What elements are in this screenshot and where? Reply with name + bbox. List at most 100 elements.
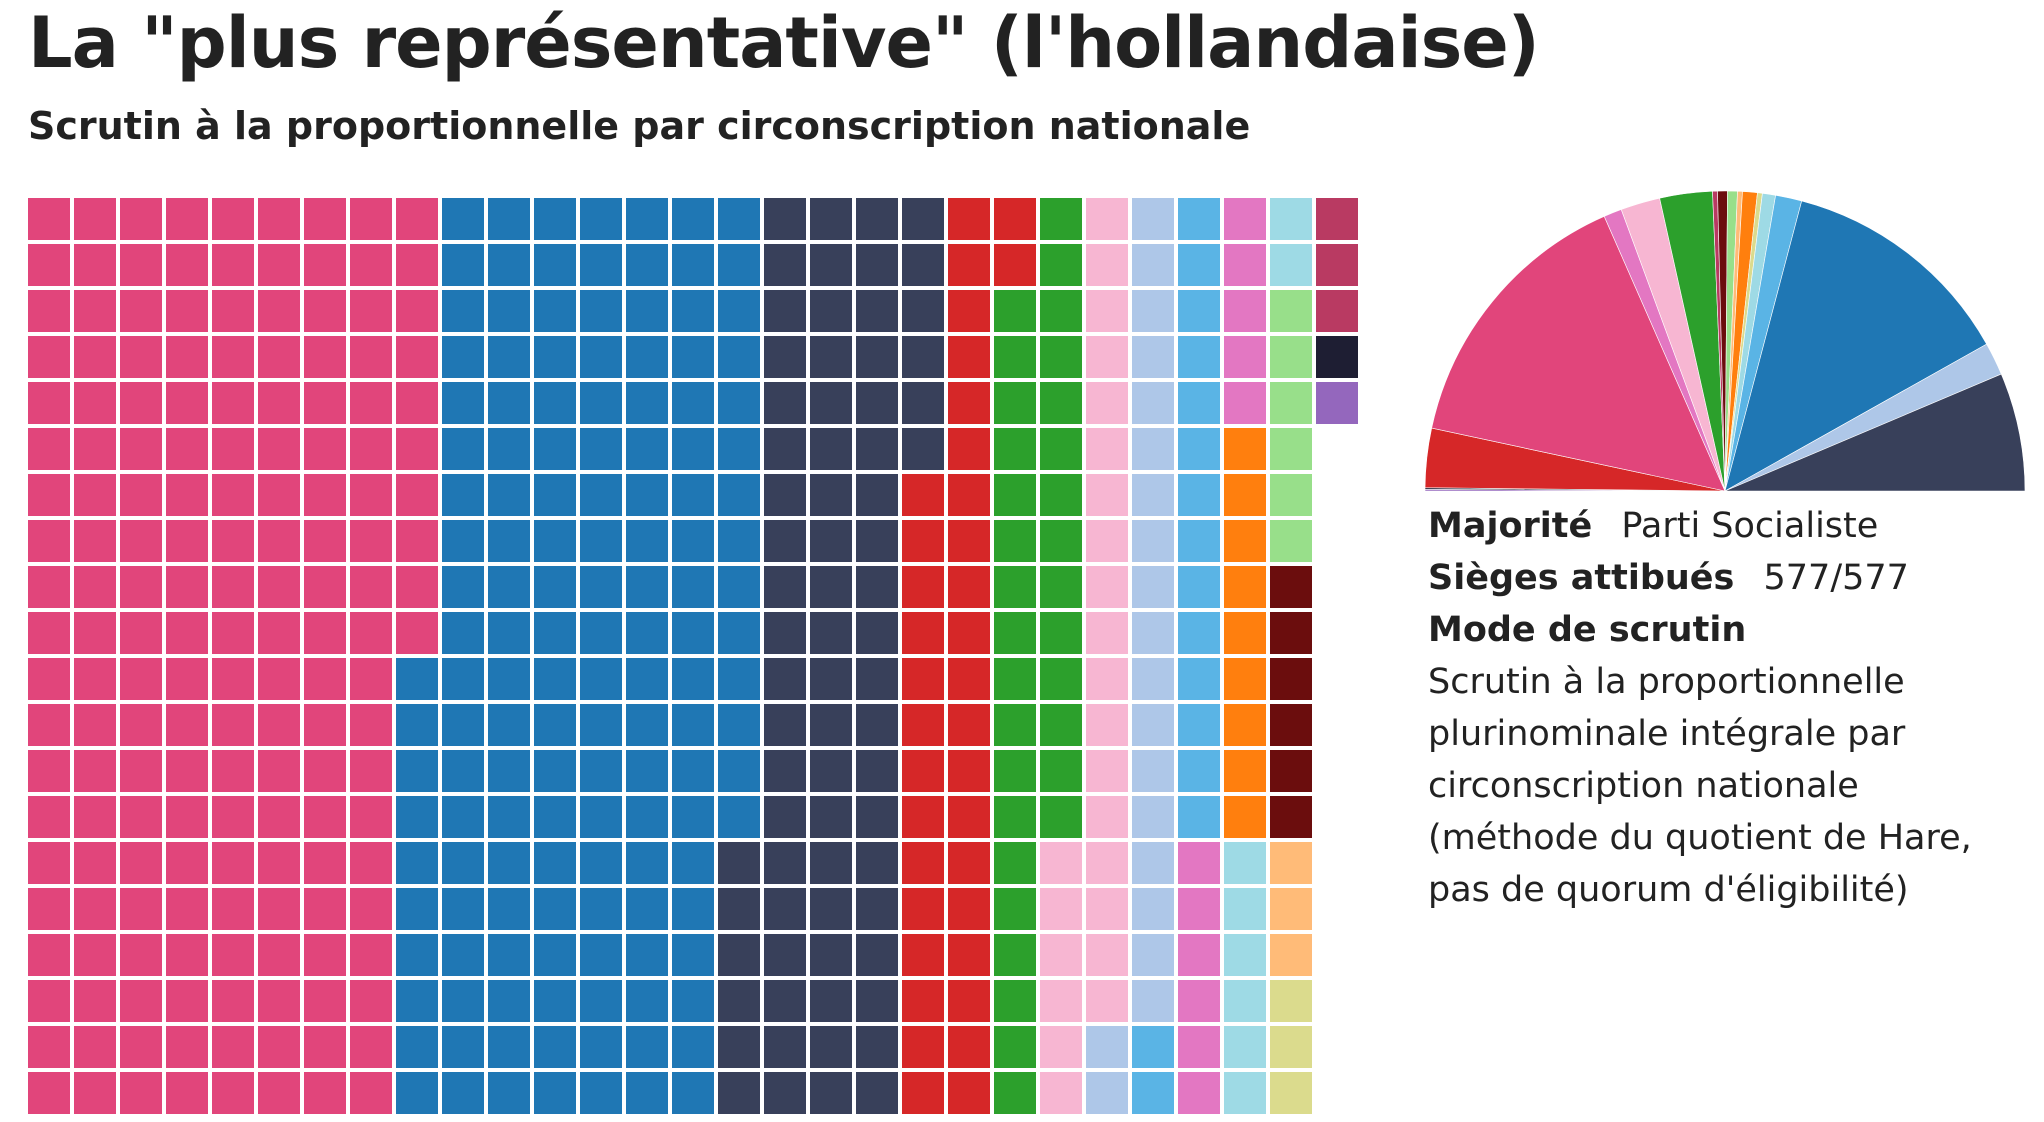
- seat-cell-group-1: [672, 1026, 714, 1068]
- seat-cell-group-0: [28, 612, 70, 654]
- seat-cell-group-1: [488, 1026, 530, 1068]
- seat-cell-group-1: [672, 566, 714, 608]
- seat-cell-group-1: [442, 290, 484, 332]
- seat-cell-group-1: [488, 750, 530, 792]
- seat-cell-group-0: [74, 244, 116, 286]
- seat-cell-group-0: [350, 1026, 392, 1068]
- seat-cell-group-0: [74, 934, 116, 976]
- seat-cell-group-3: [902, 704, 944, 746]
- seat-cell-group-8: [1178, 980, 1220, 1022]
- seat-cell-group-8: [1224, 336, 1266, 378]
- seat-cell-group-1: [672, 290, 714, 332]
- seat-cell-group-2: [764, 1026, 806, 1068]
- seat-cell-group-6: [1132, 796, 1174, 838]
- seat-cell-group-0: [212, 244, 254, 286]
- seat-cell-group-0: [74, 566, 116, 608]
- seat-cell-group-12: [1270, 658, 1312, 700]
- seat-cell-group-0: [212, 1072, 254, 1114]
- seat-cell-group-8: [1178, 1072, 1220, 1114]
- seat-cell-group-1: [718, 474, 760, 516]
- seat-cell-group-2: [810, 474, 852, 516]
- seat-cell-group-2: [810, 612, 852, 654]
- seat-cell-group-0: [74, 198, 116, 240]
- seat-cell-group-1: [534, 980, 576, 1022]
- seat-cell-group-10: [1224, 980, 1266, 1022]
- seat-cell-group-7: [1178, 198, 1220, 240]
- seat-cell-group-2: [810, 1072, 852, 1114]
- seat-cell-group-9: [1224, 474, 1266, 516]
- seat-cell-group-0: [120, 520, 162, 562]
- seat-cell-group-0: [120, 980, 162, 1022]
- seat-cell-group-0: [212, 750, 254, 792]
- seat-cell-group-5: [1086, 842, 1128, 884]
- seat-cell-group-1: [718, 658, 760, 700]
- seat-cell-group-2: [810, 520, 852, 562]
- seat-cell-group-0: [74, 888, 116, 930]
- seat-cell-group-2: [810, 888, 852, 930]
- seat-cell-group-2: [856, 1026, 898, 1068]
- seat-cell-group-2: [856, 198, 898, 240]
- seat-cell-group-4: [1040, 382, 1082, 424]
- seat-cell-group-0: [28, 980, 70, 1022]
- seat-cell-group-0: [166, 658, 208, 700]
- seat-cell-group-0: [304, 980, 346, 1022]
- seat-cell-group-12: [1270, 566, 1312, 608]
- seat-cell-group-1: [626, 796, 668, 838]
- seat-cell-group-1: [488, 842, 530, 884]
- seat-cell-group-2: [764, 428, 806, 470]
- seat-cell-group-6: [1132, 842, 1174, 884]
- seat-cell-group-0: [212, 612, 254, 654]
- seat-cell-group-0: [74, 520, 116, 562]
- seat-cell-group-0: [120, 1026, 162, 1068]
- seat-cell-group-1: [626, 1072, 668, 1114]
- seat-cell-group-1: [580, 658, 622, 700]
- seat-cell-group-0: [28, 244, 70, 286]
- seat-cell-group-3: [948, 750, 990, 792]
- hemicycle-slice-group-1: [1724, 200, 1988, 492]
- seat-cell-group-1: [718, 244, 760, 286]
- seat-cell-group-2: [718, 1026, 760, 1068]
- seat-cell-group-1: [580, 566, 622, 608]
- seat-cell-group-2: [718, 842, 760, 884]
- seat-cell-group-0: [28, 566, 70, 608]
- seat-cell-group-2: [810, 1026, 852, 1068]
- seat-cell-group-3: [948, 612, 990, 654]
- seat-cell-group-1: [626, 704, 668, 746]
- seat-cell-group-1: [580, 842, 622, 884]
- seat-cell-group-0: [258, 934, 300, 976]
- seat-cell-group-5: [1040, 980, 1082, 1022]
- seat-cell-group-3: [948, 566, 990, 608]
- seat-cell-group-1: [534, 888, 576, 930]
- seat-cell-group-1: [534, 658, 576, 700]
- seat-cell-group-1: [442, 704, 484, 746]
- seat-cell-group-14: [1270, 1026, 1312, 1068]
- seat-cell-group-4: [994, 1026, 1036, 1068]
- seat-cell-group-0: [350, 382, 392, 424]
- seat-cell-group-4: [1040, 796, 1082, 838]
- seat-cell-group-3: [902, 750, 944, 792]
- seat-cell-group-1: [626, 612, 668, 654]
- seat-cell-group-0: [74, 704, 116, 746]
- hemicycle-slice-group-2: [1724, 373, 2026, 492]
- seat-cell-group-0: [396, 382, 438, 424]
- seat-cell-group-1: [534, 244, 576, 286]
- seat-cell-group-0: [212, 1026, 254, 1068]
- seat-cell-group-7: [1178, 290, 1220, 332]
- seat-cell-group-1: [580, 474, 622, 516]
- seat-cell-group-8: [1224, 198, 1266, 240]
- seat-cell-group-2: [856, 566, 898, 608]
- seat-cell-group-5: [1086, 520, 1128, 562]
- seat-cell-group-2: [810, 566, 852, 608]
- seat-cell-group-0: [28, 336, 70, 378]
- seat-cell-group-1: [488, 520, 530, 562]
- seat-cell-group-9: [1224, 796, 1266, 838]
- seat-cell-group-11: [1270, 290, 1312, 332]
- seat-cell-group-3: [902, 796, 944, 838]
- seat-cell-group-7: [1178, 750, 1220, 792]
- seat-cell-group-11: [1270, 336, 1312, 378]
- seat-cell-group-1: [580, 612, 622, 654]
- seat-cell-group-3: [948, 520, 990, 562]
- seat-cell-group-8: [1224, 382, 1266, 424]
- seat-cell-group-0: [28, 1072, 70, 1114]
- seat-cell-group-0: [258, 290, 300, 332]
